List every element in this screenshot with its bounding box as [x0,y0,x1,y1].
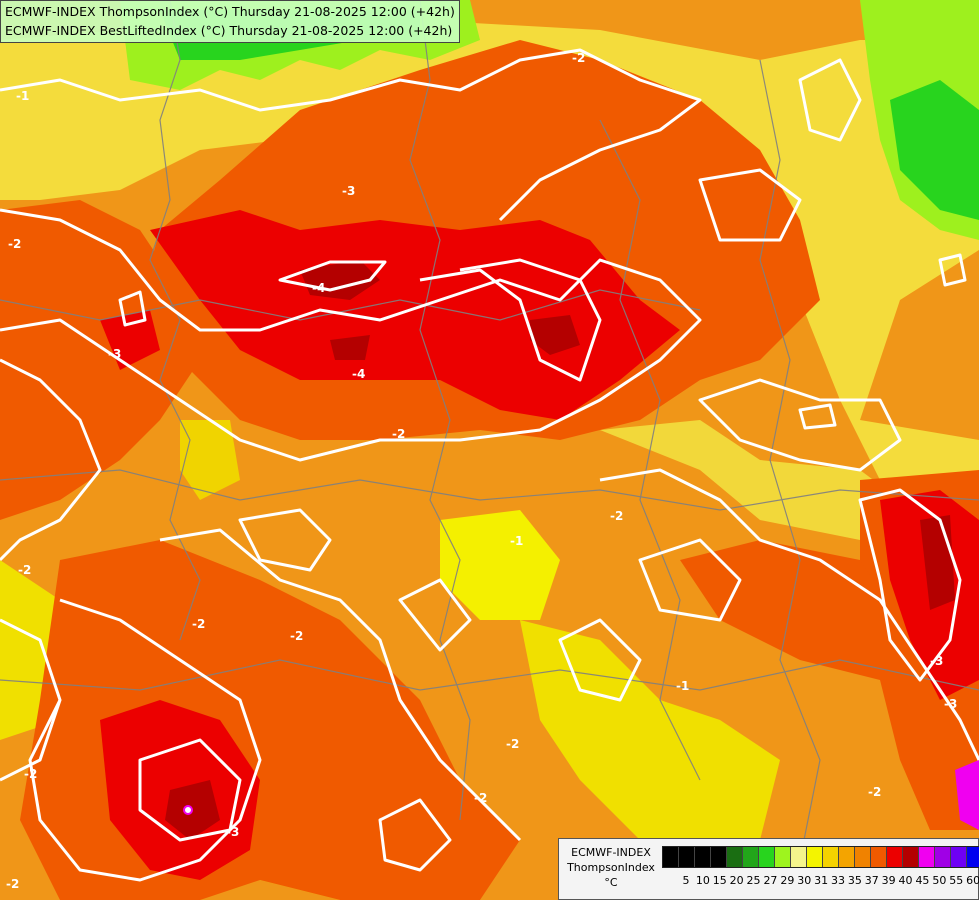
contour-label: -2 [24,767,37,781]
yellow-zone-east [600,420,900,540]
contour-labels: -1 -2 -3 -2 -3 -4 -4 -2 -1 -2 -2 -2 -2 -… [6,51,957,891]
map-title-box: ECMWF-INDEX ThompsonIndex (°C) Thursday … [0,0,460,43]
legend-swatch [727,847,743,867]
legend-swatch [791,847,807,867]
legend-swatch [967,847,979,867]
legend-tick-label: 31 [814,874,829,887]
contour-label: -2 [290,629,303,643]
contour-label: -3 [226,825,239,839]
legend-tick-label: 10 [695,874,710,887]
yellow-zone-small [180,420,240,500]
legend-swatch [679,847,695,867]
contour-label: -2 [474,791,487,805]
magenta-zone [955,760,979,830]
legend-swatch [823,847,839,867]
contour-label: -2 [610,509,623,523]
legend-swatch [759,847,775,867]
legend-swatch [935,847,951,867]
contour-label: -2 [572,51,585,65]
legend-tick-label: 27 [763,874,778,887]
legend-swatch [807,847,823,867]
legend-ticks: 5 10 15 20 25 27 29 30 31 33 35 37 39 40 45 50 55 60 [662,874,979,890]
title-line-1: ECMWF-INDEX ThompsonIndex (°C) Thursday … [5,4,455,19]
legend-tick-label: 29 [780,874,795,887]
yellow-zone-south [520,620,780,840]
contour-label: -2 [6,877,19,891]
legend-swatch [743,847,759,867]
legend-variable: ThompsonIndex [567,861,655,874]
contour-label: -3 [342,184,355,198]
legend-tick-label: 30 [797,874,812,887]
legend-unit: °C [604,876,618,889]
contour-label: -3 [108,347,121,361]
darkred-zone-1 [300,260,380,300]
red-zone-north [150,210,680,420]
legend-tick-label: 20 [729,874,744,887]
legend-tick-label: 35 [847,874,862,887]
legend-swatch [711,847,727,867]
contour-label: -1 [676,679,689,693]
contour-label: -1 [16,89,29,103]
legend-swatch [695,847,711,867]
contour-label: -3 [944,697,957,711]
contour-label: -4 [352,367,365,381]
legend-tick-label: 40 [898,874,913,887]
contour-lines [0,48,979,882]
green-zone-northeast-dark [890,80,979,220]
legend-tick-label: 55 [949,874,964,887]
contour-label: -4 [312,281,325,295]
legend-swatch [887,847,903,867]
color-legend: ECMWF-INDEX ThompsonIndex °C 5 10 15 20 25 27… [558,838,979,900]
legend-swatch [951,847,967,867]
legend-tick-label: 60 [966,874,979,887]
legend-tick-label: 37 [864,874,879,887]
legend-tick-label: 39 [881,874,896,887]
legend-swatch [903,847,919,867]
legend-color-bar [662,846,979,868]
legend-tick-label: 45 [915,874,930,887]
legend-swatch [839,847,855,867]
contour-label: -2 [392,427,405,441]
legend-tick-label: 15 [712,874,727,887]
contour-label: -2 [8,237,21,251]
contour-label: -1 [510,534,523,548]
marker-point [183,805,193,815]
legend-swatch [775,847,791,867]
legend-tick-label: 33 [831,874,845,887]
yellow-zone-center [440,510,560,620]
legend-tick-label: 5 [682,874,690,887]
darkred-zone-3 [330,335,370,360]
darkred-zone-2 [530,315,580,355]
legend-swatch [871,847,887,867]
contour-label: -2 [192,617,205,631]
legend-tick-label: 25 [746,874,761,887]
contour-label: -2 [506,737,519,751]
legend-title: ECMWF-INDEX ThompsonIndex °C [565,845,657,890]
contour-label: -2 [868,785,881,799]
legend-model: ECMWF-INDEX [571,846,651,859]
legend-swatch [663,847,679,867]
contour-label: -2 [18,563,31,577]
legend-swatch [919,847,935,867]
title-line-2: ECMWF-INDEX BestLiftedIndex (°C) Thursda… [5,23,453,38]
contour-label: -3 [930,654,943,668]
legend-swatch [855,847,871,867]
border-lines [0,0,979,861]
legend-tick-label: 50 [932,874,947,887]
